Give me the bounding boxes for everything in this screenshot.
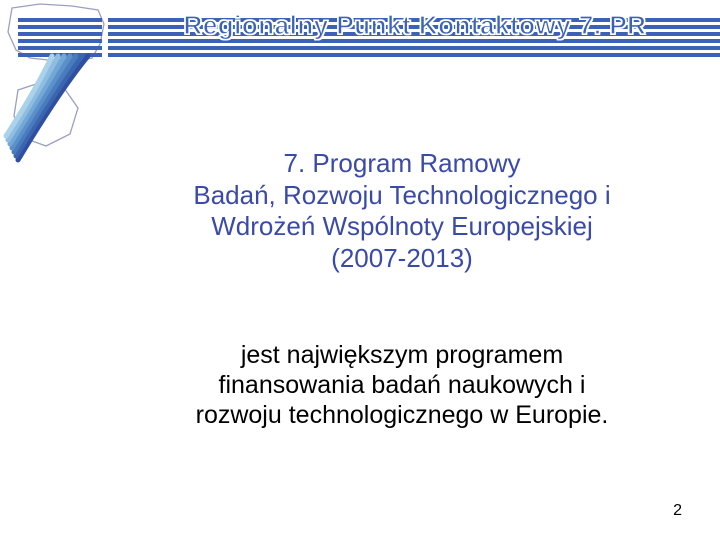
body-line-2: finansowania badań naukowych i (219, 371, 586, 399)
page-number: 2 (673, 502, 682, 520)
body-text: jest największym programem finansowania … (112, 340, 692, 430)
body-line-3: rozwoju technologicznego w Europie. (196, 401, 609, 429)
logo-svg (0, 0, 110, 170)
logo (0, 0, 110, 170)
body-line-1: jest największym programem (241, 341, 563, 369)
main-title-line-3: Wdrożeń Wspólnoty Europejskiej (211, 211, 593, 241)
main-title-line-2: Badań, Rozwoju Technologicznego i (193, 180, 610, 210)
header-title: Regionalny Punkt Kontaktowy 7. PR (120, 10, 710, 41)
main-title-line-1: 7. Program Ramowy (284, 148, 521, 178)
main-title-line-4: (2007-2013) (331, 243, 473, 273)
main-title: 7. Program Ramowy Badań, Rozwoju Technol… (112, 148, 692, 275)
